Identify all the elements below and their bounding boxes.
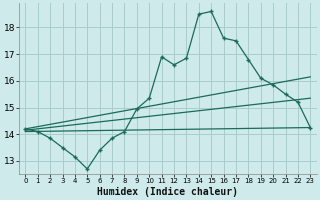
X-axis label: Humidex (Indice chaleur): Humidex (Indice chaleur): [97, 186, 238, 197]
